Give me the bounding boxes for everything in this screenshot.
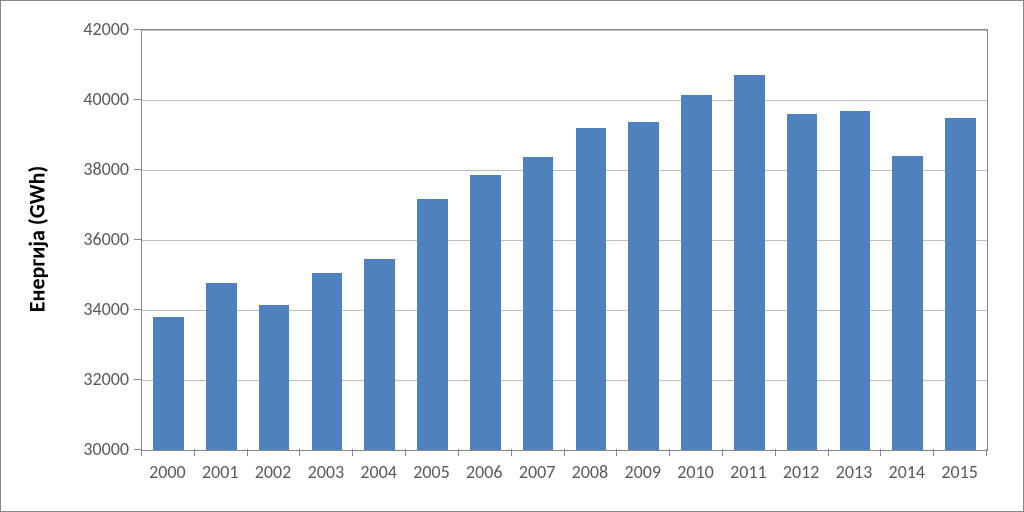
x-tick-mark	[564, 449, 565, 456]
x-tick-label: 2009	[624, 461, 661, 483]
x-tick-mark	[775, 449, 776, 456]
y-tick-mark	[134, 239, 141, 240]
x-tick-label: 2013	[836, 461, 873, 483]
bar	[206, 283, 237, 450]
x-tick-mark	[722, 449, 723, 456]
y-tick-label: 42000	[83, 18, 129, 40]
y-tick-mark	[134, 309, 141, 310]
bar	[892, 156, 923, 450]
x-tick-mark	[141, 449, 142, 456]
x-tick-mark	[933, 449, 934, 456]
x-tick-label: 2014	[889, 461, 926, 483]
bar	[787, 114, 818, 450]
y-tick-mark	[134, 379, 141, 380]
y-tick-label: 32000	[83, 368, 129, 390]
y-axis-label: Енергија (GWh)	[24, 166, 51, 313]
gridline	[142, 100, 987, 101]
bar	[523, 157, 554, 450]
bar	[364, 259, 395, 450]
x-tick-label: 2006	[466, 461, 503, 483]
y-tick-mark	[134, 449, 141, 450]
plot-area	[141, 29, 988, 451]
x-tick-label: 2011	[730, 461, 767, 483]
bar	[681, 95, 712, 450]
bar	[470, 175, 501, 450]
x-tick-label: 2010	[677, 461, 714, 483]
x-tick-label: 2001	[202, 461, 239, 483]
bar	[945, 118, 976, 450]
x-tick-mark	[511, 449, 512, 456]
y-tick-label: 34000	[83, 298, 129, 320]
x-tick-label: 2000	[149, 461, 186, 483]
gridline	[142, 30, 987, 31]
bar	[734, 75, 765, 450]
y-tick-mark	[134, 169, 141, 170]
x-tick-label: 2012	[783, 461, 820, 483]
bar	[628, 122, 659, 450]
x-tick-mark	[299, 449, 300, 456]
x-tick-mark	[194, 449, 195, 456]
x-tick-mark	[405, 449, 406, 456]
x-tick-label: 2015	[941, 461, 978, 483]
bar	[417, 199, 448, 450]
y-tick-mark	[134, 99, 141, 100]
x-tick-mark	[880, 449, 881, 456]
x-tick-mark	[669, 449, 670, 456]
x-tick-label: 2004	[360, 461, 397, 483]
y-tick-label: 36000	[83, 228, 129, 250]
bar	[576, 128, 607, 450]
bar	[259, 305, 290, 450]
x-tick-label: 2003	[308, 461, 345, 483]
x-tick-label: 2007	[519, 461, 556, 483]
y-tick-mark	[134, 29, 141, 30]
x-tick-mark	[458, 449, 459, 456]
x-tick-label: 2005	[413, 461, 450, 483]
bar	[840, 111, 871, 450]
x-tick-mark	[616, 449, 617, 456]
x-tick-label: 2008	[572, 461, 609, 483]
y-tick-label: 40000	[83, 88, 129, 110]
bar	[312, 273, 343, 450]
x-tick-mark	[352, 449, 353, 456]
x-tick-label: 2002	[255, 461, 292, 483]
x-tick-mark	[986, 449, 987, 456]
y-tick-label: 30000	[83, 438, 129, 460]
y-tick-label: 38000	[83, 158, 129, 180]
x-tick-mark	[828, 449, 829, 456]
x-tick-mark	[247, 449, 248, 456]
bar	[153, 317, 184, 450]
chart-frame: Енергија (GWh) 30000 32000 34000 36000 38000…	[0, 0, 1024, 512]
